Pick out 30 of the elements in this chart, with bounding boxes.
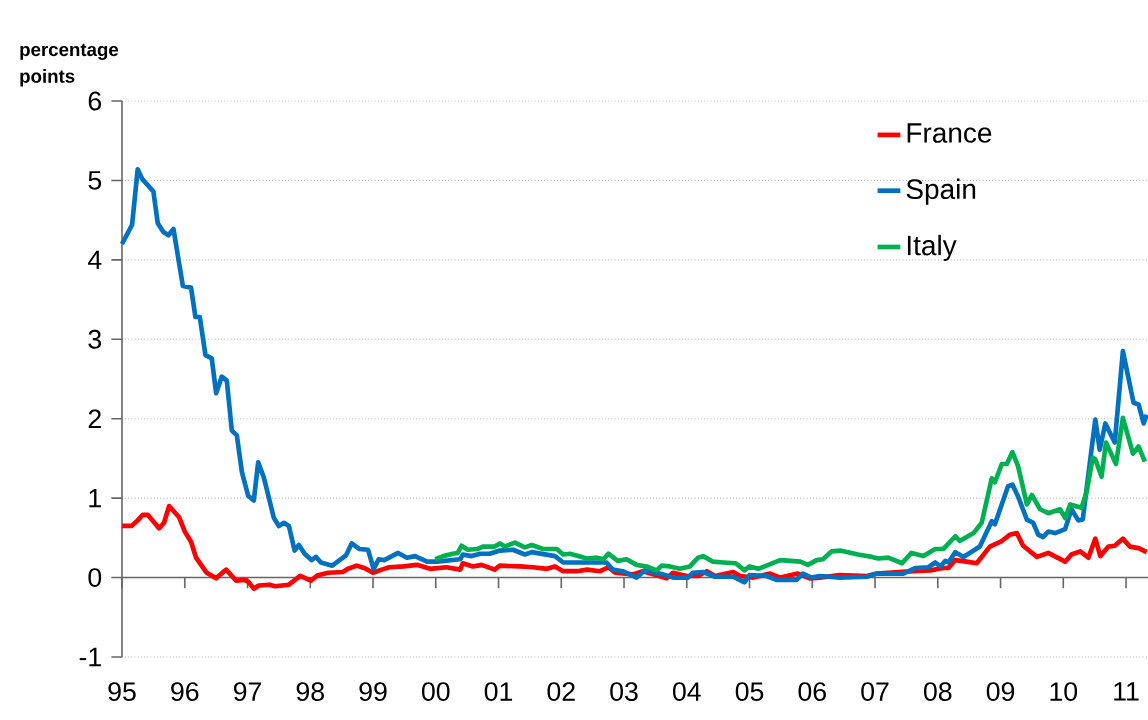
y-axis-title: percentage points (20, 43, 119, 87)
x-tick-label: 10 (1050, 682, 1078, 702)
y-tick-label: 4 (87, 250, 102, 270)
y-tick-label: 6 (88, 91, 102, 111)
x-tick-label: 96 (171, 682, 199, 702)
x-tick-label: 02 (547, 682, 575, 702)
x-tick-label: 00 (421, 682, 450, 702)
line-series (432, 415, 1148, 573)
x-tick-label: 08 (924, 682, 952, 702)
x-tick-label: 05 (735, 682, 764, 702)
x-tick-label: 97 (233, 682, 261, 702)
y-tick-label: 2 (88, 409, 101, 429)
x-tick-label: 01 (484, 682, 513, 702)
y-tick-label: 1 (89, 488, 101, 508)
y-tick-label: 5 (88, 171, 102, 190)
x-tick-label: 09 (986, 682, 1015, 702)
x-tick-label: 03 (610, 682, 638, 702)
legend-label: Italy (907, 234, 957, 261)
x-tick-label: 06 (798, 682, 826, 702)
legend-label: Spain (906, 178, 976, 205)
y-tick-label: 0 (88, 568, 102, 587)
x-tick-label: 07 (861, 682, 889, 702)
y-tick-label: -1 (79, 647, 101, 667)
x-tick-label: 11 (1114, 682, 1139, 701)
x-tick-label: 95 (108, 682, 136, 702)
y-tick-label: 3 (88, 329, 102, 349)
x-tick-label: 99 (359, 682, 387, 702)
x-tick-label: 98 (296, 682, 324, 702)
legend-label: France (907, 123, 992, 143)
x-tick-label: 04 (672, 682, 701, 702)
